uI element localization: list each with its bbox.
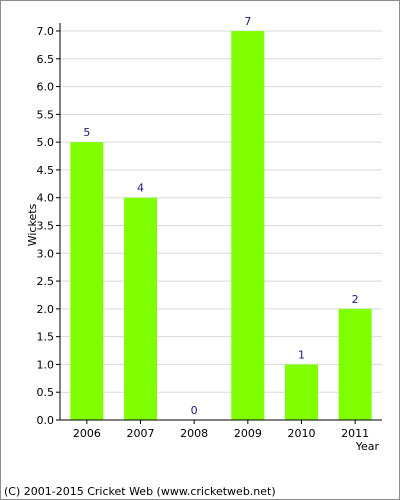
y-tick-label: 0.5 xyxy=(37,386,55,399)
data-labels: 5 4 0 7 1 2 xyxy=(83,15,358,417)
bars xyxy=(70,31,372,420)
y-tick-label: 2.5 xyxy=(37,275,55,288)
copyright-footer: (C) 2001-2015 Cricket Web (www.cricketwe… xyxy=(4,485,276,498)
y-tick-label: 2.0 xyxy=(37,303,55,316)
y-axis-label: Wickets xyxy=(26,203,39,246)
grid-lines xyxy=(60,30,382,393)
y-tick-label: 1.5 xyxy=(37,331,55,344)
data-label-2010: 1 xyxy=(298,348,305,361)
x-tick-label-2007: 2007 xyxy=(127,427,155,440)
bar-2006 xyxy=(70,142,104,420)
y-tick-label: 3.5 xyxy=(37,220,55,233)
data-label-2006: 5 xyxy=(83,126,90,139)
y-tick-label: 6.0 xyxy=(37,81,55,94)
bar-2009 xyxy=(231,31,265,420)
data-label-2011: 2 xyxy=(352,293,359,306)
y-tick-label: 3.0 xyxy=(37,247,55,260)
x-tick-label-2008: 2008 xyxy=(180,427,208,440)
x-tick-label-2010: 2010 xyxy=(288,427,316,440)
x-tick-label-2009: 2009 xyxy=(234,427,262,440)
y-tick-label: 5.0 xyxy=(37,136,55,149)
bar-2011 xyxy=(338,308,372,420)
x-tick-label-2011: 2011 xyxy=(341,427,369,440)
bar-2007 xyxy=(124,197,157,420)
data-label-2009: 7 xyxy=(244,15,251,28)
y-tick-label: 4.5 xyxy=(37,164,55,177)
y-tick-labels: 0.0 0.5 1.0 1.5 2.0 2.5 3.0 3.5 4.0 4.5 5.0 5.5 6.0 6… xyxy=(37,25,60,427)
bar-2010 xyxy=(285,364,318,420)
x-tick-labels: 2006 2007 2008 2009 2010 2011 xyxy=(73,420,369,440)
data-label-2007: 4 xyxy=(137,182,144,195)
y-tick-label: 4.0 xyxy=(37,192,55,205)
y-tick-label: 6.5 xyxy=(37,53,55,66)
x-axis-label: Year xyxy=(355,440,380,453)
y-tick-label: 0.0 xyxy=(37,414,55,427)
data-label-2008: 0 xyxy=(191,404,198,417)
y-tick-label: 1.0 xyxy=(37,358,55,371)
x-tick-label-2006: 2006 xyxy=(73,427,101,440)
y-tick-label: 5.5 xyxy=(37,108,55,121)
y-tick-label: 7.0 xyxy=(37,25,55,38)
